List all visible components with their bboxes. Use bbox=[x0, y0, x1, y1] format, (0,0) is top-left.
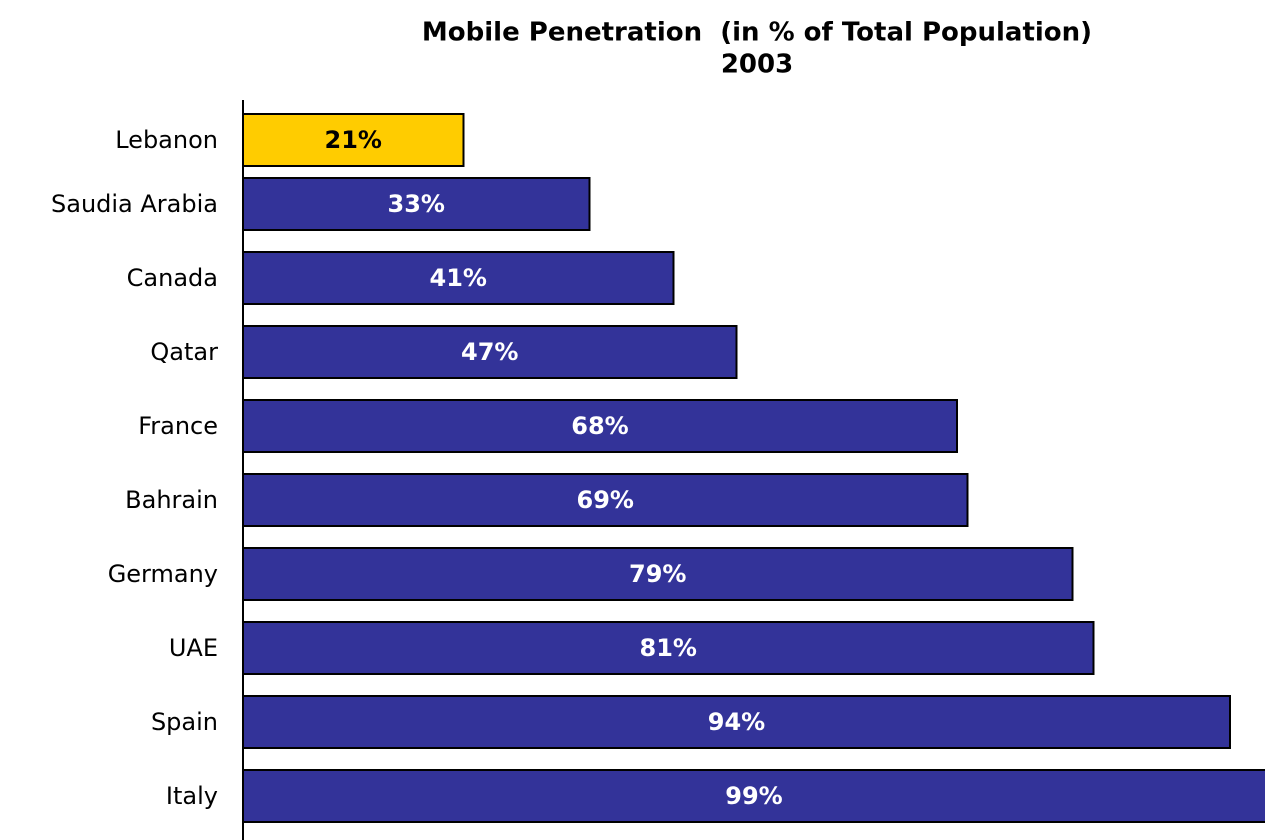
chart-title: Mobile Penetration (in % of Total Popula… bbox=[422, 18, 1092, 48]
value-label: 68% bbox=[571, 412, 628, 440]
y-tick-label: Saudia Arabia bbox=[51, 190, 218, 218]
value-label: 47% bbox=[461, 338, 518, 366]
bar bbox=[242, 547, 1074, 601]
value-label: 33% bbox=[388, 190, 445, 218]
y-tick-label: UAE bbox=[169, 634, 218, 662]
y-tick-label: Canada bbox=[127, 264, 218, 292]
y-tick-label: Lebanon bbox=[115, 126, 218, 154]
y-tick-label: Qatar bbox=[150, 338, 218, 366]
value-label: 69% bbox=[577, 486, 634, 514]
y-tick-label: Bahrain bbox=[125, 486, 218, 514]
value-label: 79% bbox=[629, 560, 686, 588]
value-label: 41% bbox=[430, 264, 487, 292]
y-tick-label: Germany bbox=[108, 560, 218, 588]
chart-subtitle: 2003 bbox=[721, 50, 793, 80]
bar bbox=[242, 251, 675, 305]
bar bbox=[242, 399, 958, 453]
bar bbox=[242, 325, 738, 379]
value-label: 99% bbox=[725, 782, 782, 810]
value-label: 81% bbox=[640, 634, 697, 662]
y-tick-label: Spain bbox=[151, 708, 218, 736]
y-tick-label: France bbox=[138, 412, 218, 440]
y-tick-label: Italy bbox=[166, 782, 218, 810]
bar bbox=[242, 769, 1265, 823]
bar bbox=[242, 113, 465, 167]
value-label: 94% bbox=[708, 708, 765, 736]
value-label: 21% bbox=[325, 126, 382, 154]
bar bbox=[242, 177, 591, 231]
